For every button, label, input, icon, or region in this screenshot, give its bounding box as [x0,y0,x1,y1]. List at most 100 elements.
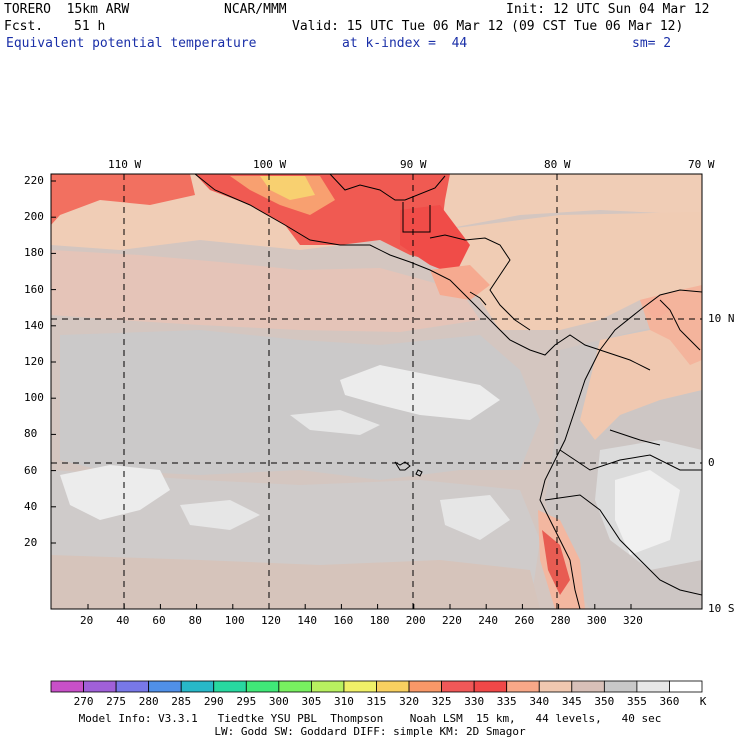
x-tick-label: 180 [369,614,390,627]
field-grey-ocean [60,330,540,480]
colorbar-label: 340 [529,695,550,708]
field-mexico-hot [195,174,450,260]
plot-frame [50,173,703,610]
y-tick-label: 140 [24,318,44,332]
x-tick-label: 100 [224,614,245,627]
lon-label-100w: 100 W [253,158,287,171]
x-tick-label: 260 [514,614,535,627]
fcst-label: Fcst. [4,19,44,34]
colorbar-swatch [115,680,150,693]
x-tick-label: 200 [405,614,426,627]
colorbar-swatch [376,680,410,693]
lat-label-0: 0 [708,456,715,469]
y-tick-label: 100 [24,391,44,405]
colorbar-swatch [180,680,215,693]
coastlines [194,174,702,609]
colorbar-label: 280 [138,695,159,708]
colorbar-label: 320 [399,695,419,708]
y-tick-label: 160 [24,282,44,296]
field-guatemala-hot [400,205,470,275]
colorbar-swatch [473,680,508,693]
colorbar-swatch [50,680,84,693]
colorbar-label: 305 [301,695,322,708]
model-info-line2: LW: Godd SW: Goddard DIFF: simple KM: 2D… [214,725,526,738]
colorbar-swatch [278,680,312,693]
lat-label-10n: 10 N [708,312,735,325]
x-tick-label: 140 [297,614,318,627]
x-tick-label: 20 [80,614,94,627]
colorbar-swatch [245,680,280,693]
colorbar-swatch [310,680,345,693]
x-tick-label: 120 [261,614,281,627]
colorbar-label: 360 [659,695,680,708]
x-tick-label: 160 [333,614,354,627]
colorbar-swatch [603,680,638,693]
level-label: at k-index = 44 [342,36,468,51]
colorbar-swatch [148,680,182,693]
colorbar-swatch [441,680,475,693]
colorbar-label: 310 [334,695,354,708]
valid-time: Valid: 15 UTC Tue 06 Mar 12 (09 CST Tue … [292,19,684,34]
y-tick-label: 220 [24,174,44,187]
field-caribbean [440,212,702,330]
x-tick-label: 280 [550,614,571,627]
y-tick-label: 60 [24,463,38,477]
colorbar-label: 275 [106,695,127,708]
field-mexico-peak [260,176,315,200]
init-time: Init: 12 UTC Sun 04 Mar 12 [506,2,710,17]
colorbar-label: 270 [73,695,94,708]
field-mexico-west [51,174,195,225]
x-tick-label: 80 [188,614,202,627]
colorbar-label: 325 [431,695,452,708]
field-name: Equivalent potential temperature [6,36,257,51]
colorbar-label: 330 [464,695,485,708]
smoothing-label: sm= 2 [632,36,672,51]
lon-label-110w: 110 W [108,158,142,171]
field-white-west [60,465,170,520]
colorbar-swatch [571,680,605,693]
colorbar-swatch [669,680,703,693]
field-white-sa [615,470,680,555]
field-white-center [340,365,500,420]
x-tick-label: 240 [478,614,499,627]
colorbar [50,680,703,693]
y-tick-label: 180 [24,246,44,260]
x-tick-label: 300 [586,614,607,627]
colorbar-swatch [538,680,573,693]
colorbar-label: 355 [626,695,647,708]
colorbar-label: 285 [171,695,192,708]
graticule [51,174,702,609]
model-info-line1: Model Info: V3.3.1 Tiedtke YSU PBL Thomp… [78,712,662,725]
x-tick-label: 60 [152,614,166,627]
colorbar-label: 350 [594,695,615,708]
colorbar-unit: K [699,695,707,708]
y-tick-label: 80 [24,427,38,441]
colorbar-swatch [83,680,117,693]
colorbar-swatch [408,680,442,693]
colorbar-label: 315 [366,695,387,708]
colorbar-swatch [506,680,540,693]
y-tick-label: 120 [24,355,44,368]
colorbar-swatch [213,680,247,693]
lon-label-80w: 80 W [544,158,571,171]
colorbar-label: 290 [203,695,224,708]
colorbar-label: 345 [561,695,582,708]
x-tick-label: 40 [116,614,130,627]
colorbar-label: 300 [268,695,289,708]
lat-label-10s: 10 S [708,602,735,615]
y-tick-label: 20 [24,536,38,549]
x-tick-label: 320 [623,614,643,627]
colorbar-swatch [343,680,377,693]
colorbar-label: 335 [496,695,517,708]
model-title: TORERO 15km ARW [4,2,130,17]
lon-label-90w: 90 W [400,158,427,171]
field-peru-hot [542,530,570,595]
center-label: NCAR/MMM [224,2,287,17]
fcst-hours: 51 h [74,19,106,34]
lon-label-70w: 70 W [688,158,715,171]
x-tick-label: 220 [442,614,462,627]
field-tan-south [51,555,540,609]
colorbar-label: 295 [236,695,257,708]
y-tick-label: 40 [24,499,38,513]
